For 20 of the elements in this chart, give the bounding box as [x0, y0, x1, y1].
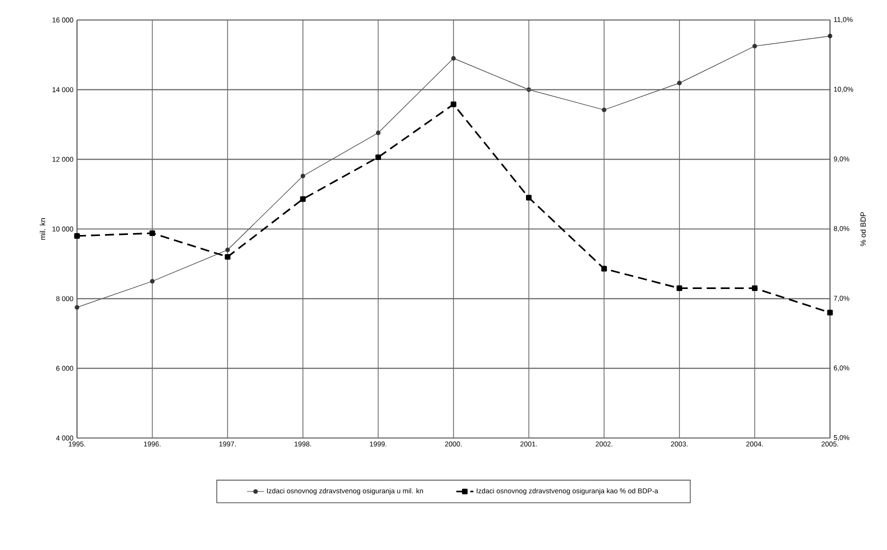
point: [752, 44, 758, 48]
point: [676, 285, 682, 292]
point: [827, 310, 833, 316]
point: [677, 80, 682, 86]
point: [376, 130, 381, 136]
point: [224, 254, 230, 260]
point: [300, 174, 306, 178]
point: [225, 248, 230, 252]
point: [375, 154, 382, 160]
point: [300, 196, 306, 202]
point: [451, 56, 456, 61]
point: [601, 266, 607, 272]
point: [526, 194, 532, 200]
point: [74, 233, 80, 239]
point: [752, 285, 758, 292]
point: [150, 230, 156, 236]
point: [74, 305, 80, 310]
point: [450, 102, 456, 108]
point: [150, 278, 155, 284]
point: [602, 108, 606, 112]
